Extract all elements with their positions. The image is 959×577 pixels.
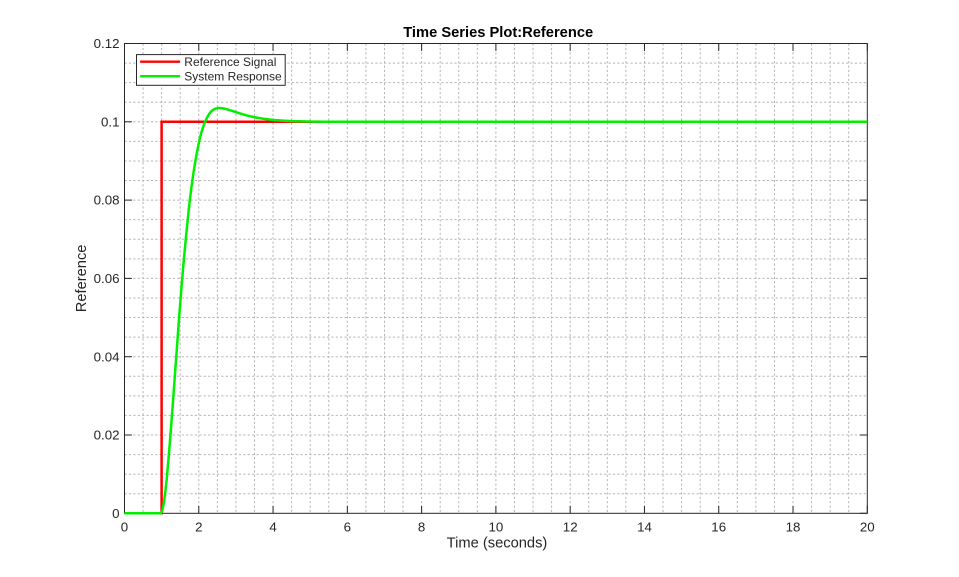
svg-text:18: 18 — [786, 519, 801, 534]
svg-text:4: 4 — [269, 519, 276, 534]
svg-text:Reference Signal: Reference Signal — [184, 55, 276, 69]
svg-text:0.04: 0.04 — [94, 349, 120, 364]
svg-text:14: 14 — [637, 519, 652, 534]
svg-text:0: 0 — [112, 506, 119, 521]
svg-text:20: 20 — [860, 519, 875, 534]
svg-text:6: 6 — [344, 519, 351, 534]
svg-text:Time (seconds): Time (seconds) — [447, 535, 548, 551]
svg-text:0.02: 0.02 — [94, 428, 120, 443]
svg-text:0.06: 0.06 — [94, 271, 120, 286]
svg-text:0.12: 0.12 — [94, 36, 120, 51]
svg-text:2: 2 — [195, 519, 202, 534]
svg-text:12: 12 — [563, 519, 578, 534]
svg-text:0.1: 0.1 — [101, 114, 120, 129]
svg-text:8: 8 — [418, 519, 425, 534]
svg-text:10: 10 — [489, 519, 504, 534]
svg-text:0.08: 0.08 — [94, 193, 120, 208]
svg-text:System Response: System Response — [184, 69, 282, 83]
svg-text:16: 16 — [711, 519, 726, 534]
svg-text:Reference: Reference — [74, 245, 90, 313]
svg-text:0: 0 — [121, 519, 128, 534]
svg-text:Time Series Plot:Reference: Time Series Plot:Reference — [403, 25, 593, 41]
